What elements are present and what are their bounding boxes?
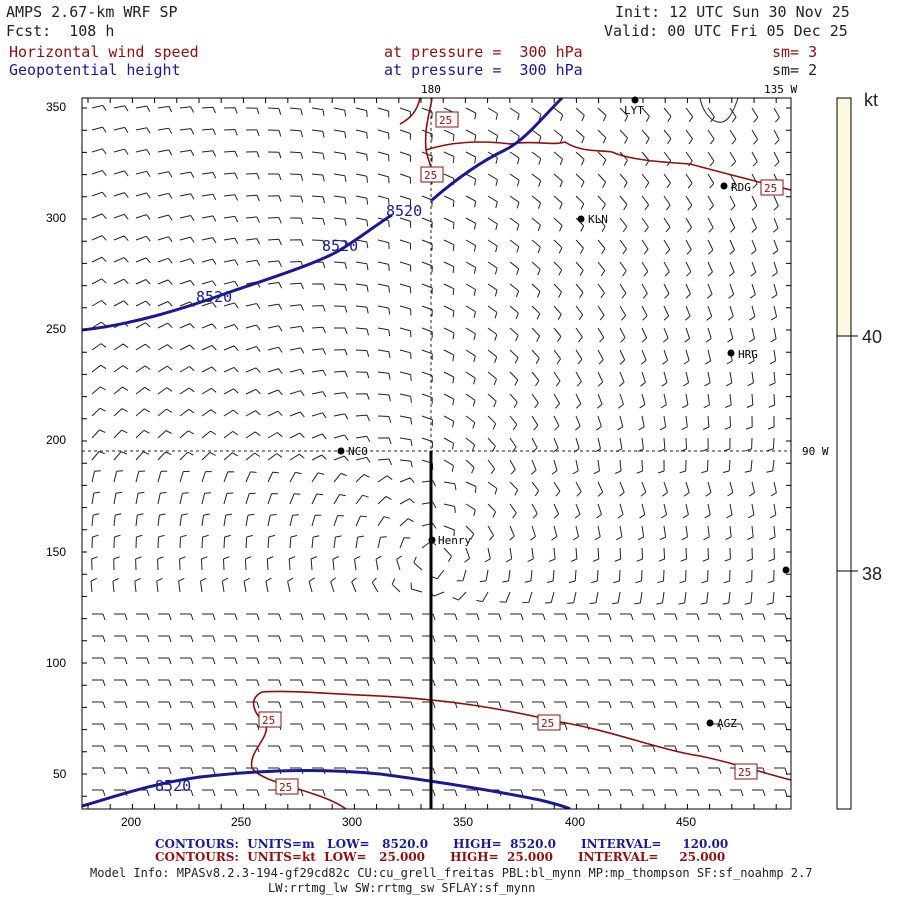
svg-text:25: 25 <box>279 781 292 794</box>
station-nco: NCO <box>337 445 368 458</box>
colorbar-label-38: 38 <box>862 564 882 584</box>
station-hrg: HRG <box>727 348 758 361</box>
wind-label-box: 25 <box>537 714 561 731</box>
footer-contours-wind: CONTOURS: UNITS=kt LOW= 25.000 HIGH= 25.… <box>155 850 726 864</box>
svg-text:25: 25 <box>262 714 275 727</box>
field1-smoothing: sm= 3 <box>772 43 818 61</box>
wind-label-box: 25 <box>420 166 444 183</box>
wind-label-box: 25 <box>275 778 299 795</box>
x-tick-label: 300 <box>342 815 362 829</box>
init-time: Init: 12 UTC Sun 30 Nov 25 <box>615 3 850 21</box>
y-tick-label: 100 <box>46 656 66 670</box>
svg-text:KLN: KLN <box>588 213 608 226</box>
wind-label-box: 25 <box>435 111 459 128</box>
wind-barbs <box>90 104 788 797</box>
height-label: 8520 <box>196 288 232 306</box>
station-rdg: RDG <box>720 181 751 194</box>
axis-ticks <box>82 98 791 809</box>
footer-model-info-2: LW:rrtmg_lw SW:rrtmg_sw SFLAY:sf_mynn <box>268 881 536 895</box>
x-tick-label: 450 <box>676 815 696 829</box>
field2-smoothing: sm= 2 <box>772 61 818 79</box>
station-kln: KLN <box>577 213 608 226</box>
field1-level: at pressure = 300 hPa <box>384 43 583 61</box>
wind-label-box: 25 <box>734 763 758 780</box>
field2-level: at pressure = 300 hPa <box>384 61 583 79</box>
geopotential-height-contours <box>82 98 571 809</box>
svg-text:HRG: HRG <box>738 348 758 361</box>
y-tick-label: 200 <box>46 433 66 447</box>
x-tick-label: 400 <box>565 815 585 829</box>
lon-label-180: 180 <box>421 83 441 96</box>
svg-text:RDG: RDG <box>731 181 751 194</box>
x-tick-label: 200 <box>121 815 141 829</box>
color-bar <box>836 97 858 810</box>
colorbar-label-40: 40 <box>862 327 882 347</box>
x-tick-label: 250 <box>231 815 251 829</box>
lon-label-135w: 135 W <box>764 83 797 96</box>
forecast-hour: Fcst: 108 h <box>6 22 115 40</box>
colorbar-unit: kt <box>864 90 878 110</box>
station-marker <box>782 566 790 574</box>
svg-text:AGZ: AGZ <box>717 717 737 730</box>
svg-text:NCO: NCO <box>348 445 368 458</box>
station-agz: AGZ <box>706 717 737 730</box>
footer-model-info: Model Info: MPASv8.2.3-194-gf29cd82c CU:… <box>90 866 813 880</box>
height-label: 8520 <box>322 237 358 255</box>
x-tick-label: 350 <box>453 815 473 829</box>
svg-text:25: 25 <box>764 182 777 195</box>
wind-label-box: 25 <box>258 711 282 728</box>
y-tick-label: 150 <box>46 545 66 559</box>
y-tick-label: 350 <box>46 100 66 114</box>
lon-label-90w: 90 W <box>802 445 829 458</box>
height-label: 8520 <box>155 777 191 795</box>
y-tick-label: 300 <box>46 211 66 225</box>
footer-contours-height: CONTOURS: UNITS=m LOW= 8520.0 HIGH= 8520… <box>155 837 729 851</box>
svg-text:25: 25 <box>541 717 554 730</box>
wind-label-box: 25 <box>760 179 784 196</box>
svg-text:25: 25 <box>424 169 437 182</box>
valid-time: Valid: 00 UTC Fri 05 Dec 25 <box>604 22 848 40</box>
y-tick-label: 250 <box>46 322 66 336</box>
station-henry: Henry <box>428 534 471 547</box>
svg-text:25: 25 <box>738 766 751 779</box>
station-lyt: LYT <box>624 96 644 117</box>
field1-name: Horizontal wind speed <box>9 43 199 61</box>
svg-text:Henry: Henry <box>438 534 471 547</box>
field2-name: Geopotential height <box>9 61 181 79</box>
svg-text:LYT: LYT <box>624 104 644 117</box>
wind-barb-field <box>90 104 788 797</box>
model-title: AMPS 2.67-km WRF SP <box>6 3 178 21</box>
height-label: 8520 <box>386 202 422 220</box>
svg-text:25: 25 <box>439 114 452 127</box>
y-tick-label: 50 <box>53 767 67 781</box>
